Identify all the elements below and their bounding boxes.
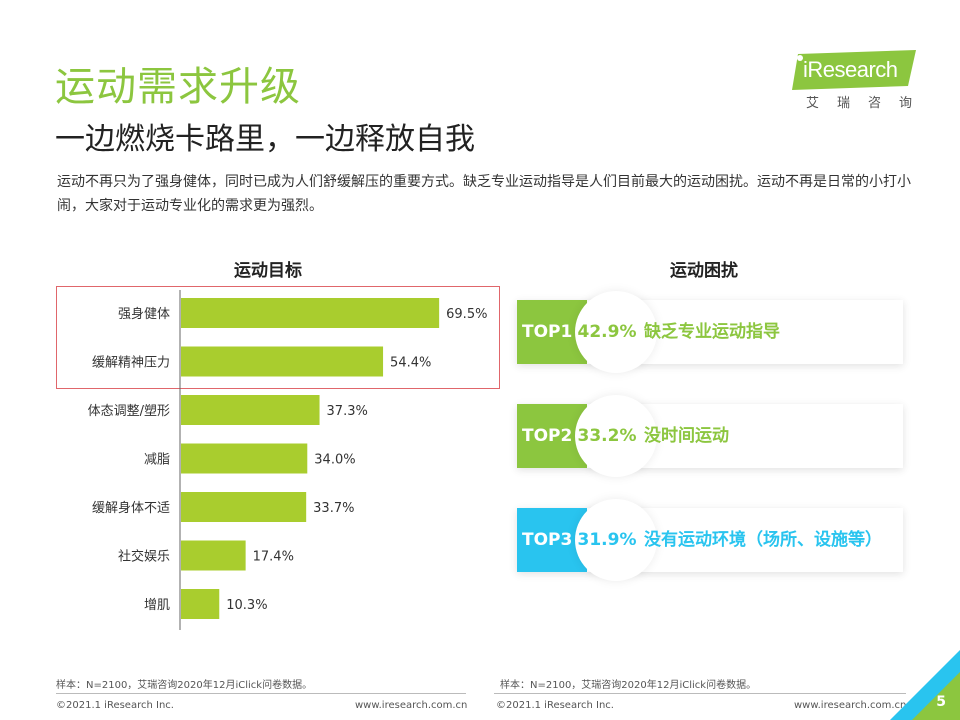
trouble-card: TOP2 33.2% 没时间运动 — [517, 395, 903, 477]
trouble-card: TOP1 42.9% 缺乏专业运动指导 — [517, 291, 903, 373]
trouble-card: TOP3 31.9% 没有运动环境（场所、设施等） — [517, 499, 903, 581]
bar-category-label: 减脂 — [144, 453, 170, 468]
trouble-text: 没有运动环境（场所、设施等） — [644, 530, 882, 550]
bar-value-label: 34.0% — [314, 453, 355, 468]
trouble-percent: 33.2% — [577, 426, 637, 446]
bar-6 — [181, 589, 220, 619]
trouble-text: 缺乏专业运动指导 — [644, 322, 780, 342]
chart-title-troubles: 运动困扰 — [670, 261, 738, 281]
trouble-circle — [575, 395, 657, 477]
footer-note-left: 样本：N=2100，艾瑞咨询2020年12月iClick问卷数据。 — [56, 680, 313, 691]
page-number: 5 — [936, 694, 946, 710]
bar-value-label: 69.5% — [446, 307, 487, 322]
bar-category-label: 强身健体 — [118, 306, 170, 322]
corner-decoration — [890, 650, 960, 720]
bar-category-label: 体态调整/塑形 — [88, 404, 170, 419]
logo-name: iResearch — [803, 57, 898, 82]
bar-category-label: 社交娱乐 — [118, 549, 170, 565]
page-description: 运动不再只为了强身健体，同时已成为人们舒缓解压的重要方式。缺乏专业运动指导是人们… — [57, 174, 911, 214]
footer-copyright-right: ©2021.1 iResearch Inc. — [496, 700, 614, 711]
goals-bar-chart: 强身健体 69.5% 缓解精神压力 54.4% 体态调整/塑形 37.3% 减脂 34.0% 缓… — [88, 290, 487, 630]
page-subtitle: 一边燃烧卡路里，一边释放自我 — [55, 122, 475, 157]
bar-1 — [181, 346, 384, 377]
footer-url-right: www.iresearch.com.cn — [794, 700, 907, 711]
footer-copyright-left: ©2021.1 iResearch Inc. — [56, 700, 174, 711]
footer-url-left: www.iresearch.com.cn — [355, 700, 468, 711]
bar-3 — [181, 443, 308, 474]
bar-category-label: 缓解精神压力 — [92, 356, 170, 371]
bar-5 — [181, 540, 246, 571]
bar-value-label: 37.3% — [327, 404, 368, 419]
iresearch-logo — [792, 50, 916, 90]
bar-category-label: 增肌 — [144, 598, 170, 613]
footer-divider-left — [56, 693, 466, 694]
trouble-circle — [575, 291, 657, 373]
bar-value-label: 33.7% — [313, 501, 354, 516]
footer-divider-right — [494, 693, 906, 694]
footer-note-right: 样本：N=2100，艾瑞咨询2020年12月iClick问卷数据。 — [500, 680, 757, 691]
trouble-circle — [575, 499, 657, 581]
bar-value-label: 17.4% — [253, 550, 294, 565]
trouble-percent: 42.9% — [577, 322, 637, 342]
chart-title-goals: 运动目标 — [234, 261, 302, 281]
bar-0 — [181, 298, 440, 328]
bar-value-label: 54.4% — [390, 356, 431, 371]
bar-4 — [181, 492, 307, 522]
bar-2 — [181, 395, 320, 425]
page-title: 运动需求升级 — [55, 64, 301, 110]
logo-cn: 艾瑞咨询 — [806, 96, 931, 111]
trouble-text: 没时间运动 — [644, 426, 729, 446]
trouble-percent: 31.9% — [577, 530, 637, 550]
bar-category-label: 缓解身体不适 — [92, 500, 170, 516]
highlight-box — [56, 286, 500, 389]
bar-value-label: 10.3% — [226, 598, 267, 613]
